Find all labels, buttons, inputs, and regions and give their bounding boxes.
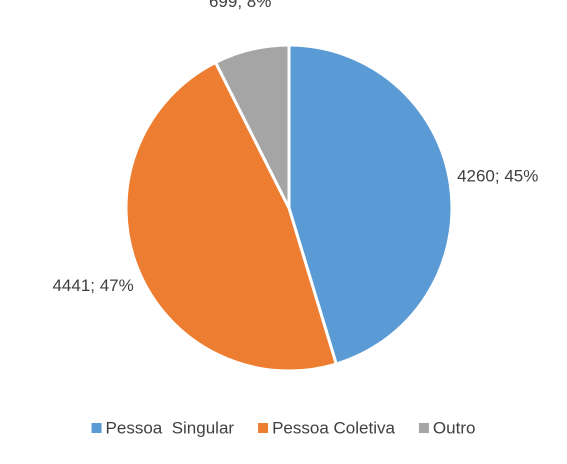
pie-slice [124,60,339,373]
legend-label: Pessoa Singular [106,418,235,437]
legend-label: Outro [433,418,476,437]
pie-slice [213,43,291,209]
legend-swatch [258,423,269,433]
pie-slice [287,43,454,366]
legend-swatch [418,423,429,433]
data-label: 699; 8% [209,0,271,11]
data-label: 4441; 47% [52,276,133,295]
data-label: 4260; 45% [457,167,538,186]
legend-swatch [91,423,102,433]
legend-label: Pessoa Coletiva [272,418,395,437]
